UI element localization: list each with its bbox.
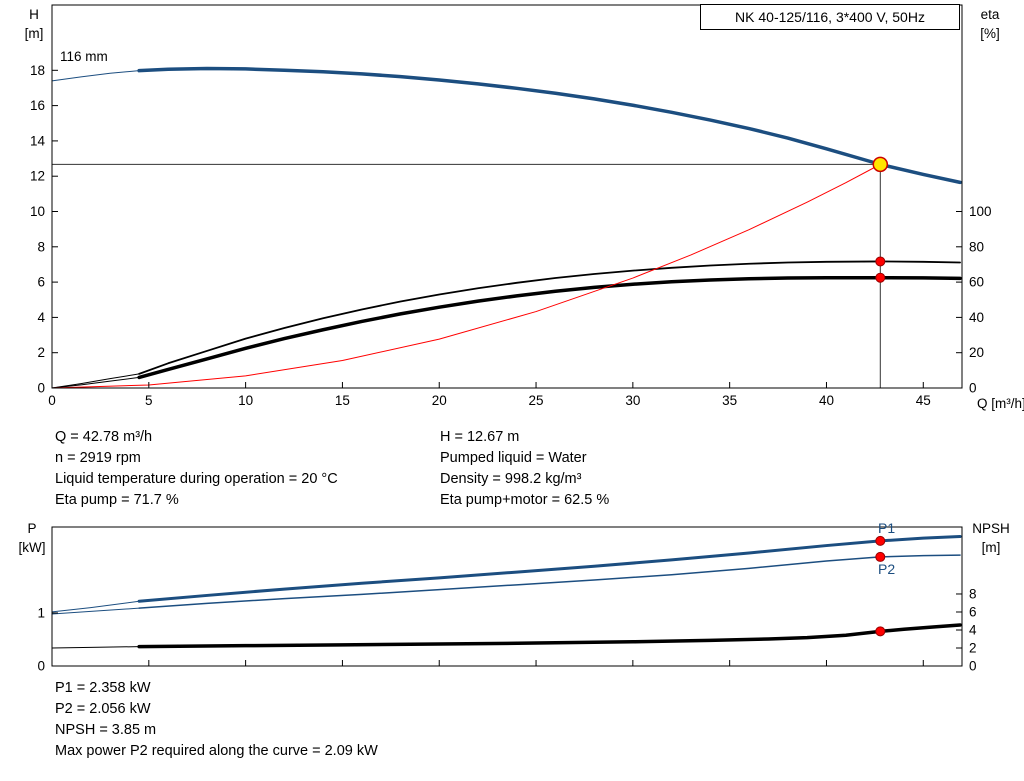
svg-text:0: 0 [37, 659, 45, 674]
svg-text:20: 20 [432, 393, 447, 408]
head-axis-symbol: H [29, 7, 39, 22]
power-axis-symbol: P [27, 521, 37, 536]
svg-text:35: 35 [722, 393, 737, 408]
eta-axis-label: eta [%] [968, 5, 1012, 43]
impeller-diameter-label: 116 mm [60, 49, 108, 64]
svg-text:45: 45 [916, 393, 931, 408]
svg-text:60: 60 [969, 275, 984, 290]
density-text: Density = 998.2 kg/m³ [440, 471, 582, 487]
svg-text:25: 25 [529, 393, 544, 408]
svg-text:18: 18 [30, 63, 45, 78]
svg-text:6: 6 [37, 275, 45, 290]
svg-text:6: 6 [969, 604, 977, 619]
liquid-temperature-text: Liquid temperature during operation = 20… [55, 471, 338, 487]
eta-pump-motor-text: Eta pump+motor = 62.5 % [440, 492, 610, 508]
max-power-note-text: Max power P2 required along the curve = … [55, 743, 378, 759]
svg-text:12: 12 [30, 169, 45, 184]
svg-text:2: 2 [37, 345, 45, 360]
svg-text:10: 10 [30, 204, 45, 219]
svg-text:5: 5 [145, 393, 153, 408]
svg-text:4: 4 [969, 622, 977, 637]
svg-text:8: 8 [37, 239, 45, 254]
svg-text:0: 0 [969, 659, 977, 674]
head-axis-unit: [m] [24, 26, 44, 41]
power-axis-label: P [kW] [10, 519, 54, 557]
svg-text:14: 14 [30, 133, 46, 148]
svg-text:100: 100 [969, 204, 992, 219]
head-axis-label: H [m] [14, 5, 54, 43]
svg-text:15: 15 [335, 393, 350, 408]
npsh-axis-unit: [m] [981, 540, 1001, 555]
svg-text:0: 0 [37, 381, 45, 396]
npsh-axis-symbol: NPSH [972, 521, 1010, 536]
svg-text:4: 4 [37, 310, 45, 325]
npsh-axis-label: NPSH [m] [962, 519, 1020, 557]
duty-head-text: H = 12.67 m [440, 429, 520, 445]
p2-curve-label: P2 [878, 561, 896, 577]
svg-text:40: 40 [969, 310, 984, 325]
svg-text:16: 16 [30, 98, 45, 113]
pump-speed-text: n = 2919 rpm [55, 450, 141, 466]
flow-axis-unit-label: Q [m³/h] [977, 396, 1024, 411]
svg-text:0: 0 [48, 393, 56, 408]
p2-value-text: P2 = 2.056 kW [55, 701, 151, 717]
svg-text:8: 8 [969, 586, 977, 601]
npsh-value-text: NPSH = 3.85 m [55, 722, 157, 738]
eta-pump-text: Eta pump = 71.7 % [55, 492, 179, 508]
svg-text:80: 80 [969, 239, 984, 254]
svg-text:1: 1 [37, 605, 45, 620]
svg-text:10: 10 [238, 393, 253, 408]
svg-text:30: 30 [625, 393, 640, 408]
svg-text:20: 20 [969, 345, 984, 360]
p1-curve-label: P1 [878, 520, 896, 536]
duty-flow-text: Q = 42.78 m³/h [55, 429, 153, 445]
pump-type-title-box: NK 40-125/116, 3*400 V, 50Hz [700, 4, 960, 30]
svg-text:0: 0 [969, 381, 977, 396]
p1-value-text: P1 = 2.358 kW [55, 680, 151, 696]
eta-axis-unit: [%] [980, 26, 1000, 41]
svg-text:40: 40 [819, 393, 834, 408]
eta-axis-symbol: eta [980, 7, 1000, 22]
pumped-liquid-text: Pumped liquid = Water [440, 450, 587, 466]
power-axis-unit: [kW] [18, 540, 46, 555]
svg-text:2: 2 [969, 640, 977, 655]
